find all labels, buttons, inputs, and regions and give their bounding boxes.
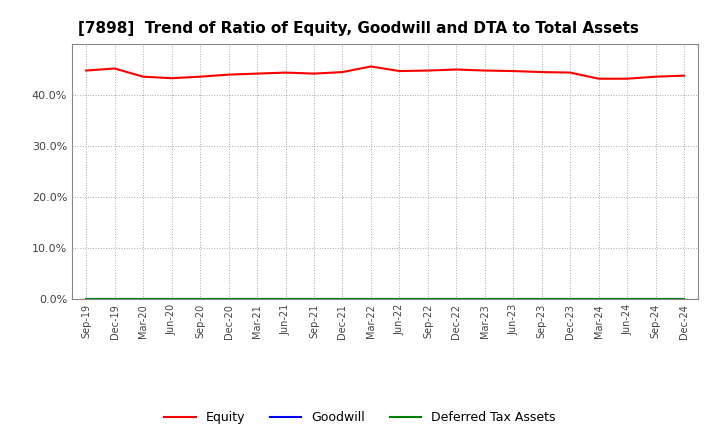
Deferred Tax Assets — [566, 297, 575, 302]
Line: Equity: Equity — [86, 66, 684, 79]
Equity — [196, 74, 204, 79]
Goodwill — [139, 297, 148, 302]
Deferred Tax Assets — [480, 297, 489, 302]
Goodwill — [623, 297, 631, 302]
Equity — [139, 74, 148, 79]
Legend: Equity, Goodwill, Deferred Tax Assets: Equity, Goodwill, Deferred Tax Assets — [159, 407, 561, 429]
Deferred Tax Assets — [196, 297, 204, 302]
Goodwill — [566, 297, 575, 302]
Deferred Tax Assets — [338, 297, 347, 302]
Goodwill — [537, 297, 546, 302]
Goodwill — [167, 297, 176, 302]
Equity — [537, 70, 546, 75]
Goodwill — [310, 297, 318, 302]
Goodwill — [652, 297, 660, 302]
Equity — [395, 68, 404, 73]
Deferred Tax Assets — [110, 297, 119, 302]
Deferred Tax Assets — [452, 297, 461, 302]
Equity — [310, 71, 318, 76]
Equity — [680, 73, 688, 78]
Goodwill — [452, 297, 461, 302]
Equity — [566, 70, 575, 75]
Equity — [225, 72, 233, 77]
Goodwill — [680, 297, 688, 302]
Goodwill — [595, 297, 603, 302]
Text: [7898]  Trend of Ratio of Equity, Goodwill and DTA to Total Assets: [7898] Trend of Ratio of Equity, Goodwil… — [78, 21, 639, 36]
Deferred Tax Assets — [652, 297, 660, 302]
Deferred Tax Assets — [225, 297, 233, 302]
Deferred Tax Assets — [680, 297, 688, 302]
Equity — [623, 76, 631, 81]
Equity — [509, 68, 518, 73]
Deferred Tax Assets — [423, 297, 432, 302]
Goodwill — [366, 297, 375, 302]
Deferred Tax Assets — [82, 297, 91, 302]
Equity — [452, 67, 461, 72]
Goodwill — [253, 297, 261, 302]
Equity — [366, 64, 375, 69]
Equity — [338, 70, 347, 75]
Equity — [480, 68, 489, 73]
Deferred Tax Assets — [310, 297, 318, 302]
Equity — [167, 76, 176, 81]
Deferred Tax Assets — [167, 297, 176, 302]
Goodwill — [509, 297, 518, 302]
Deferred Tax Assets — [282, 297, 290, 302]
Equity — [253, 71, 261, 76]
Deferred Tax Assets — [253, 297, 261, 302]
Deferred Tax Assets — [366, 297, 375, 302]
Deferred Tax Assets — [395, 297, 404, 302]
Equity — [595, 76, 603, 81]
Goodwill — [480, 297, 489, 302]
Goodwill — [282, 297, 290, 302]
Goodwill — [225, 297, 233, 302]
Deferred Tax Assets — [139, 297, 148, 302]
Deferred Tax Assets — [595, 297, 603, 302]
Equity — [110, 66, 119, 71]
Equity — [82, 68, 91, 73]
Goodwill — [338, 297, 347, 302]
Goodwill — [196, 297, 204, 302]
Goodwill — [395, 297, 404, 302]
Goodwill — [423, 297, 432, 302]
Goodwill — [110, 297, 119, 302]
Equity — [652, 74, 660, 79]
Deferred Tax Assets — [509, 297, 518, 302]
Goodwill — [82, 297, 91, 302]
Deferred Tax Assets — [623, 297, 631, 302]
Deferred Tax Assets — [537, 297, 546, 302]
Equity — [423, 68, 432, 73]
Equity — [282, 70, 290, 75]
